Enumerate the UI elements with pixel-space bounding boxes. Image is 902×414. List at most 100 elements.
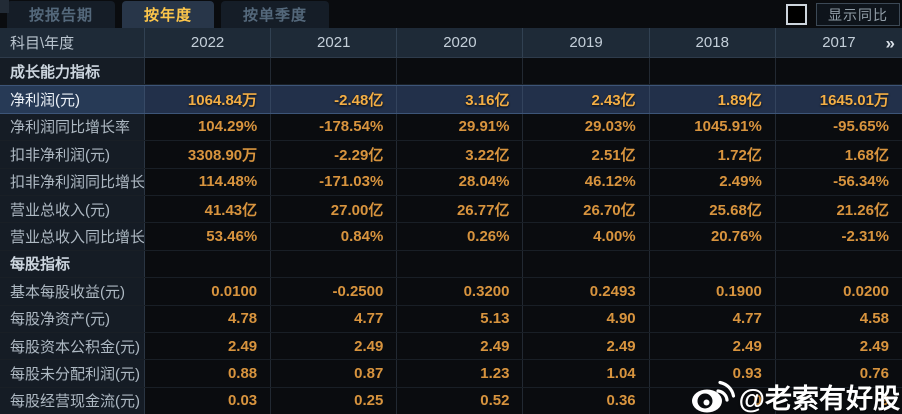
more-years-chevron-icon[interactable]: » bbox=[885, 33, 895, 52]
cell-value bbox=[776, 58, 902, 84]
tab-by-quarter[interactable]: 按单季度 bbox=[221, 1, 330, 28]
cell-value: -171.03% bbox=[271, 168, 398, 195]
table-row[interactable]: 扣非净利润(元) 3308.90万 -2.29亿 3.22亿 2.51亿 1.72亿 1.6… bbox=[0, 141, 902, 169]
cell-value: 3.22亿 bbox=[397, 141, 524, 168]
cell-value: 3.16亿 bbox=[397, 86, 524, 113]
corner-header-cell: 科目\年度 bbox=[0, 28, 145, 57]
cell-value: -56.34% bbox=[833, 173, 889, 191]
period-tabbar: 按报告期 按年度 按单季度 显示同比 bbox=[0, 0, 902, 28]
row-label: 营业总收入(元) bbox=[0, 195, 145, 223]
cell-value bbox=[271, 58, 398, 85]
cell-value: -2.31% bbox=[841, 228, 889, 246]
year-header-2019[interactable]: 2019 bbox=[523, 28, 650, 57]
year-header-2021[interactable]: 2021 bbox=[271, 28, 398, 57]
row-label: 基本每股收益(元) bbox=[0, 278, 145, 305]
row-label: 每股经营现金流(元) bbox=[0, 387, 145, 414]
cell-value bbox=[650, 58, 776, 85]
cell-value: 46.12% bbox=[523, 168, 650, 195]
cell-value: 1.04 bbox=[523, 360, 650, 387]
table-row[interactable]: 营业总收入(元) 41.43亿 27.00亿 26.77亿 26.70亿 25.68亿 21… bbox=[0, 195, 902, 224]
table-row[interactable]: 每股经营现金流(元) 0.03 0.25 0.52 0.36 0 9 bbox=[0, 387, 902, 414]
tab-label: 按报告期 bbox=[29, 7, 94, 24]
table-row[interactable]: 扣非净利润同比增长率114.48%-171.03%28.04%46.12%2.4… bbox=[0, 168, 902, 196]
table-row[interactable]: 营业总收入同比增长率53.46%0.84%0.26%4.00%20.76% -2.… bbox=[0, 223, 902, 251]
row-label: 每股资本公积金(元) bbox=[0, 332, 145, 360]
row-label: 扣非净利润(元) bbox=[0, 141, 145, 168]
cell-value: 0.2493 bbox=[523, 278, 650, 305]
row-label: 净利润(元) bbox=[0, 86, 145, 113]
row-label: 每股净资产(元) bbox=[0, 305, 145, 332]
cell-value bbox=[776, 251, 902, 277]
cell-value: 0.76 bbox=[859, 364, 889, 382]
tab-controls: 显示同比 bbox=[786, 3, 900, 26]
cell-value: 1064.84万 bbox=[145, 86, 272, 113]
cell-value bbox=[145, 250, 272, 278]
cell-value: 9 bbox=[880, 392, 889, 410]
cell-value: 4.77 bbox=[650, 305, 776, 332]
cell-value: 28.04% bbox=[397, 168, 524, 195]
table-body: 成长能力指标 净利润(元) 1064.84万 -2.48亿 3.16亿 2.43亿 1.89… bbox=[0, 58, 902, 414]
cell-value: 0.0200 bbox=[843, 282, 889, 300]
year-header-2020[interactable]: 2020 bbox=[397, 28, 524, 57]
cell-value: 2.49 bbox=[859, 337, 889, 355]
cell-value: 53.46% bbox=[145, 223, 272, 250]
show-yoy-button[interactable]: 显示同比 bbox=[816, 3, 900, 26]
year-header-2018[interactable]: 2018 bbox=[650, 28, 776, 57]
cell-value: 0.26% bbox=[397, 223, 524, 250]
tab-by-year[interactable]: 按年度 bbox=[122, 1, 215, 28]
cell-value: 4.58 bbox=[859, 310, 889, 328]
cell-value: 2.49 bbox=[145, 332, 272, 360]
cell-value: 0.36 bbox=[523, 387, 650, 414]
row-label: 每股指标 bbox=[0, 250, 145, 278]
cell-value: 104.29% bbox=[145, 113, 272, 141]
cell-value: 0.93 bbox=[650, 360, 776, 387]
section-row: 成长能力指标 bbox=[0, 58, 902, 86]
cell-value: 0.87 bbox=[271, 360, 398, 387]
cell-value: -2.29亿 bbox=[271, 141, 398, 168]
year-header-2022[interactable]: 2022 bbox=[145, 28, 272, 57]
table-row[interactable]: 净利润(元) 1064.84万 -2.48亿 3.16亿 2.43亿 1.89亿 1645.… bbox=[0, 85, 902, 114]
cell-value: 2.51亿 bbox=[523, 141, 650, 168]
cell-value: 20.76% bbox=[650, 223, 776, 250]
cell-value: 0.03 bbox=[145, 387, 272, 414]
cell-value bbox=[523, 58, 650, 85]
cell-value: 1645.01万 bbox=[819, 92, 889, 110]
cell-value: 0.3200 bbox=[397, 278, 524, 305]
cell-value: 4.90 bbox=[523, 305, 650, 332]
cell-value: 0.52 bbox=[397, 387, 524, 414]
cell-value: 2.49 bbox=[523, 332, 650, 360]
cell-value: 0.84% bbox=[271, 223, 398, 250]
cell-value bbox=[271, 250, 398, 278]
cell-value: 27.00亿 bbox=[271, 195, 398, 223]
cell-value: 25.68亿 bbox=[650, 195, 776, 223]
row-label: 每股未分配利润(元) bbox=[0, 360, 145, 387]
cell-value bbox=[650, 250, 776, 278]
cell-value bbox=[145, 58, 272, 85]
cell-value: 1.68亿 bbox=[844, 146, 889, 164]
row-label: 扣非净利润同比增长率 bbox=[0, 168, 145, 195]
cell-value: 0.88 bbox=[145, 360, 272, 387]
cell-value: 21.26亿 bbox=[836, 201, 889, 219]
cell-value: -2.48亿 bbox=[271, 86, 398, 113]
table-row[interactable]: 每股资本公积金(元) 2.49 2.49 2.49 2.49 2.49 2.49 bbox=[0, 332, 902, 361]
cell-value: 1.89亿 bbox=[650, 86, 776, 113]
table-row[interactable]: 净利润同比增长率 104.29% -178.54% 29.91% 29.03% 1045.… bbox=[0, 113, 902, 142]
table-row[interactable]: 每股未分配利润(元) 0.88 0.87 1.23 1.04 0.93 0.76 bbox=[0, 360, 902, 388]
table-header: 科目\年度 2022 2021 2020 2019 2018 2017 » bbox=[0, 28, 902, 58]
tab-report-period[interactable]: 按报告期 bbox=[7, 1, 116, 28]
cell-value: 4.78 bbox=[145, 305, 272, 332]
cell-value: 5.13 bbox=[397, 305, 524, 332]
tab-label: 按单季度 bbox=[243, 7, 308, 24]
year-header-2017[interactable]: 2017 » bbox=[776, 28, 902, 57]
table-row[interactable]: 基本每股收益(元) 0.0100 -0.2500 0.3200 0.2493 0.1900… bbox=[0, 278, 902, 306]
table-row[interactable]: 每股净资产(元) 4.78 4.77 5.13 4.90 4.77 4.58 bbox=[0, 305, 902, 333]
cell-value: 26.70亿 bbox=[523, 195, 650, 223]
show-yoy-checkbox[interactable] bbox=[786, 4, 807, 25]
cell-value: 4.00% bbox=[523, 223, 650, 250]
corner-notch bbox=[0, 0, 9, 13]
cell-value: 2.49 bbox=[397, 332, 524, 360]
year-label: 2017 bbox=[822, 34, 856, 51]
row-label: 净利润同比增长率 bbox=[0, 113, 145, 141]
cell-value: 29.91% bbox=[397, 113, 524, 141]
row-label: 营业总收入同比增长率 bbox=[0, 223, 145, 250]
